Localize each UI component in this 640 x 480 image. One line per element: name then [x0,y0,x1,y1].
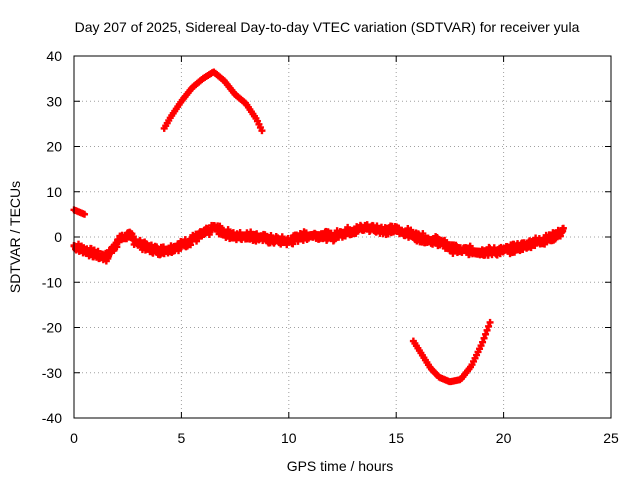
data-point [559,225,567,233]
data-point [94,247,102,255]
y-tick-label: -10 [42,274,62,290]
data-point [216,222,224,230]
data-point [486,318,494,326]
y-tick-label: 40 [46,48,62,64]
data-point [136,236,144,244]
data-point [551,235,559,243]
data-point [87,244,95,252]
data-point [205,231,213,239]
y-axis-label: SDTVAR / TECUs [7,181,23,293]
plot-border [73,55,612,419]
y-tick-label: 0 [54,229,62,245]
data-point [440,237,448,245]
x-tick-label: 5 [178,430,186,446]
chart-title: Day 207 of 2025, Sidereal Day-to-day VTE… [75,19,580,35]
data-point [482,330,490,338]
y-tick-label: 30 [46,93,62,109]
x-tick-label: 15 [388,430,404,446]
x-tick-label: 10 [281,430,297,446]
y-tick-label: -40 [42,410,62,426]
y-tick-label: 10 [46,184,62,200]
data-point [419,230,427,238]
data-point [81,210,89,218]
plot-area: 0 5 10 15 20 25 -40 -30 -20 -10 0 10 20 30 40 [42,48,619,446]
tick-labels: 0 5 10 15 20 25 -40 -30 -20 -10 0 10 20 30 40 [42,48,619,446]
data-point [483,326,491,334]
x-tick-label: 20 [496,430,512,446]
x-tick-label: 0 [70,430,78,446]
data-points [70,68,567,386]
data-point [479,338,487,346]
data-point [480,334,488,342]
data-point [323,236,331,244]
x-axis-label: GPS time / hours [287,458,394,474]
y-tick-label: -30 [42,365,62,381]
data-point [105,252,113,260]
y-tick-label: 20 [46,139,62,155]
data-point [258,127,266,135]
x-tick-label: 25 [603,430,619,446]
y-tick-label: -20 [42,320,62,336]
data-point [485,322,493,330]
